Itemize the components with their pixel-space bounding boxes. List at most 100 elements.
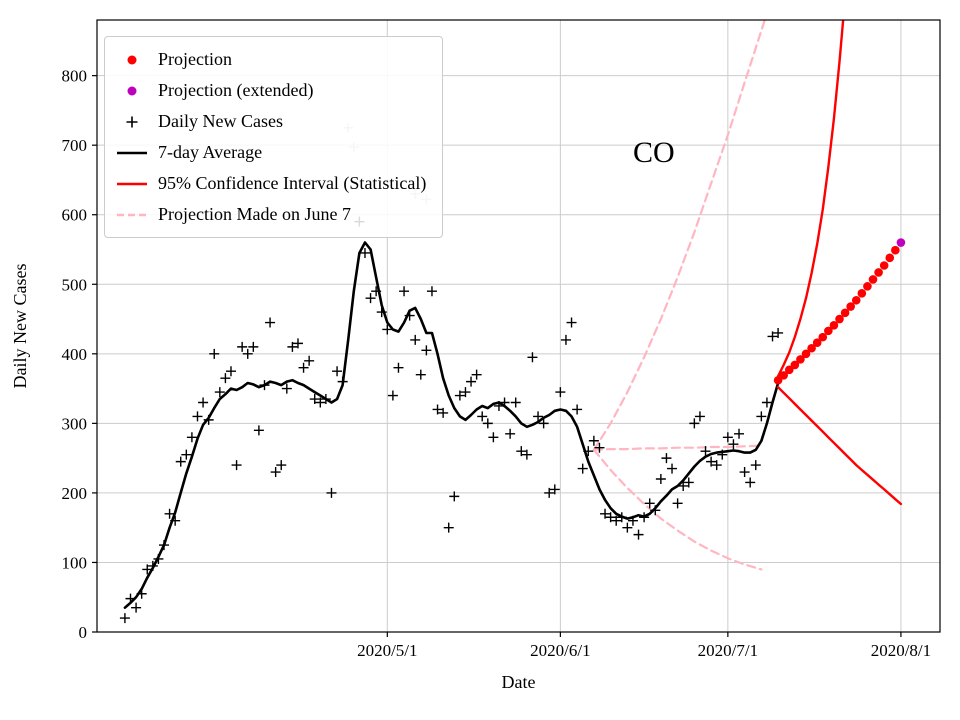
plus-marker: [237, 341, 248, 352]
series-projection-made-june7-central: [592, 444, 763, 451]
plus-marker: [655, 474, 666, 484]
plus-marker: [756, 411, 767, 422]
plus-marker: [426, 286, 437, 297]
legend-item-7day-average: 7-day Average: [115, 140, 426, 165]
y-tick-label: 500: [62, 275, 88, 294]
plus-marker: [265, 317, 276, 328]
plus-marker: [164, 508, 175, 519]
plus-marker: [773, 327, 784, 338]
legend-item-projection: Projection: [115, 47, 426, 72]
dot-marker: [824, 326, 833, 336]
plus-marker: [326, 487, 337, 498]
plus-marker: [371, 286, 382, 297]
plus-marker: [572, 404, 583, 415]
plus-marker: [734, 428, 745, 439]
legend-item-june7-projection: Projection Made on June 7: [115, 202, 426, 227]
plus-marker: [533, 411, 544, 422]
plus-marker: [717, 449, 728, 460]
plus-marker: [482, 418, 493, 429]
y-tick-label: 200: [62, 484, 88, 503]
plus-marker: [449, 491, 460, 502]
plus-marker: [728, 439, 739, 450]
dot-marker: [885, 253, 895, 263]
state-annotation: CO: [633, 136, 675, 169]
plus-marker: [253, 425, 264, 436]
y-tick-label: 800: [62, 67, 88, 86]
dot-marker: [784, 365, 794, 375]
plus-marker: [627, 515, 638, 526]
plus-marker: [387, 390, 398, 401]
series-projection-extended: [896, 238, 906, 247]
plus-marker: [706, 456, 717, 467]
plus-marker: [672, 498, 683, 509]
plus-marker: [270, 467, 281, 478]
plus-marker: [399, 286, 410, 297]
x-tick-label: 2020/8/1: [871, 641, 931, 660]
plus-marker: [332, 366, 343, 377]
plus-marker: [750, 460, 761, 471]
legend-label-7day-average: 7-day Average: [158, 142, 263, 162]
dot-marker: [874, 268, 883, 277]
plus-marker: [527, 352, 538, 363]
plus-marker: [538, 418, 549, 429]
series-projection: [773, 245, 900, 385]
plus-marker: [119, 613, 130, 624]
plus-marker: [521, 449, 532, 460]
plus-marker-icon: [126, 116, 138, 127]
dot-marker: [840, 308, 850, 318]
plus-marker: [359, 247, 370, 258]
plus-marker: [415, 369, 426, 380]
plus-marker: [438, 407, 449, 418]
plus-marker: [203, 414, 214, 425]
legend-item-daily-new-cases: Daily New Cases: [115, 109, 426, 134]
plus-marker: [432, 404, 443, 415]
plus-marker: [605, 512, 616, 523]
dot-marker: [835, 314, 844, 324]
dot-marker: [857, 289, 867, 298]
series-projection-made-june7-lower: [592, 448, 763, 571]
plus-marker: [287, 341, 298, 352]
plus-marker: [192, 411, 203, 422]
plus-marker: [667, 463, 678, 474]
legend-label-projection: Projection: [158, 49, 232, 69]
y-tick-label: 0: [79, 623, 88, 642]
plus-marker: [220, 373, 231, 384]
y-tick-label: 700: [62, 136, 88, 155]
tick-labels: 2020/5/1 2020/6/1 2020/7/1 2020/8/1 0 100 200 3…: [62, 67, 932, 660]
x-axis-label: Date: [502, 672, 536, 692]
plus-marker: [689, 418, 700, 429]
dot-marker: [891, 245, 900, 255]
dot-marker: [863, 282, 872, 291]
legend-item-confidence-interval: 95% Confidence Interval (Statistical): [115, 171, 426, 196]
legend-item-projection-extended: Projection (extended): [115, 78, 426, 103]
ticks: [92, 75, 902, 637]
plus-marker: [304, 355, 315, 366]
plus-marker: [566, 317, 577, 328]
plus-marker: [661, 453, 672, 464]
plus-marker: [259, 380, 270, 391]
plus-marker: [175, 456, 186, 467]
legend-label-daily-new-cases: Daily New Cases: [158, 111, 283, 131]
plus-marker: [225, 366, 236, 377]
dot-marker: [896, 238, 906, 247]
plus-marker: [214, 387, 225, 398]
plus-marker: [466, 376, 477, 387]
plus-marker: [125, 593, 136, 604]
dot-marker: [868, 275, 878, 284]
plus-marker: [186, 432, 197, 443]
y-axis-label: Daily New Cases: [10, 264, 30, 389]
plus-marker: [588, 435, 599, 446]
plus-marker: [443, 522, 454, 533]
plus-marker: [594, 442, 605, 453]
plus-marker: [678, 480, 689, 491]
legend-label-confidence-interval: 95% Confidence Interval (Statistical): [158, 173, 427, 193]
plus-marker: [337, 376, 348, 387]
y-tick-label: 100: [62, 553, 88, 572]
plus-marker: [516, 446, 527, 457]
dot-marker: [779, 371, 788, 380]
plus-marker: [170, 515, 181, 526]
plus-marker: [767, 331, 778, 342]
series-ci-lower: [776, 386, 903, 506]
plus-marker: [477, 411, 488, 422]
